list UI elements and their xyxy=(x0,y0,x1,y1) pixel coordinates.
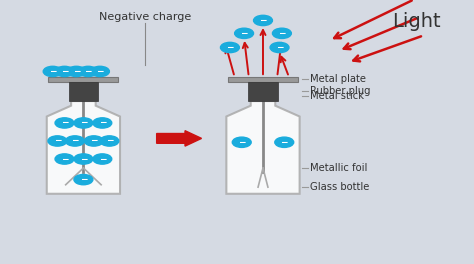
Circle shape xyxy=(67,66,86,77)
Circle shape xyxy=(55,66,74,77)
Text: −: − xyxy=(73,67,80,76)
Text: Negative charge: Negative charge xyxy=(99,12,191,22)
Text: −: − xyxy=(71,136,79,145)
Circle shape xyxy=(79,66,98,77)
Circle shape xyxy=(55,118,74,128)
Text: Rubber plug: Rubber plug xyxy=(310,86,371,96)
Circle shape xyxy=(55,154,74,164)
Circle shape xyxy=(100,136,119,146)
Text: −: − xyxy=(84,67,92,76)
Text: −: − xyxy=(80,154,87,163)
Circle shape xyxy=(254,15,273,26)
Circle shape xyxy=(235,28,254,39)
Text: Metal stick: Metal stick xyxy=(310,91,364,101)
Bar xyxy=(248,82,278,101)
Circle shape xyxy=(273,28,292,39)
Text: −: − xyxy=(281,138,288,147)
Polygon shape xyxy=(227,101,300,194)
Text: −: − xyxy=(238,138,246,147)
Circle shape xyxy=(91,66,109,77)
Circle shape xyxy=(43,66,62,77)
Text: −: − xyxy=(240,29,248,38)
Polygon shape xyxy=(47,101,120,194)
Text: −: − xyxy=(99,154,106,163)
Circle shape xyxy=(65,136,84,146)
Text: −: − xyxy=(99,119,106,128)
Text: Metal plate: Metal plate xyxy=(310,74,366,84)
Text: −: − xyxy=(61,154,68,163)
Text: −: − xyxy=(61,119,68,128)
Text: −: − xyxy=(106,136,113,145)
Text: −: − xyxy=(90,136,98,145)
Text: −: − xyxy=(276,43,283,52)
Circle shape xyxy=(232,137,251,147)
Text: −: − xyxy=(61,67,68,76)
Circle shape xyxy=(93,118,112,128)
Circle shape xyxy=(48,136,67,146)
Text: −: − xyxy=(80,175,87,184)
Bar xyxy=(69,82,98,101)
Text: −: − xyxy=(49,67,56,76)
Text: −: − xyxy=(278,29,286,38)
Text: −: − xyxy=(259,16,267,25)
Text: −: − xyxy=(226,43,234,52)
Circle shape xyxy=(74,118,93,128)
Text: Metallic foil: Metallic foil xyxy=(310,163,368,173)
Circle shape xyxy=(275,137,294,147)
Text: Glass bottle: Glass bottle xyxy=(310,182,370,192)
Text: −: − xyxy=(54,136,61,145)
Bar xyxy=(48,77,119,82)
Circle shape xyxy=(74,175,93,185)
Circle shape xyxy=(74,154,93,164)
Circle shape xyxy=(220,42,239,53)
Circle shape xyxy=(270,42,289,53)
Circle shape xyxy=(93,154,112,164)
Text: −: − xyxy=(80,119,87,128)
Bar xyxy=(228,77,298,82)
Circle shape xyxy=(84,136,103,146)
Text: −: − xyxy=(96,67,104,76)
FancyArrow shape xyxy=(156,131,201,146)
Text: Light: Light xyxy=(392,12,441,31)
